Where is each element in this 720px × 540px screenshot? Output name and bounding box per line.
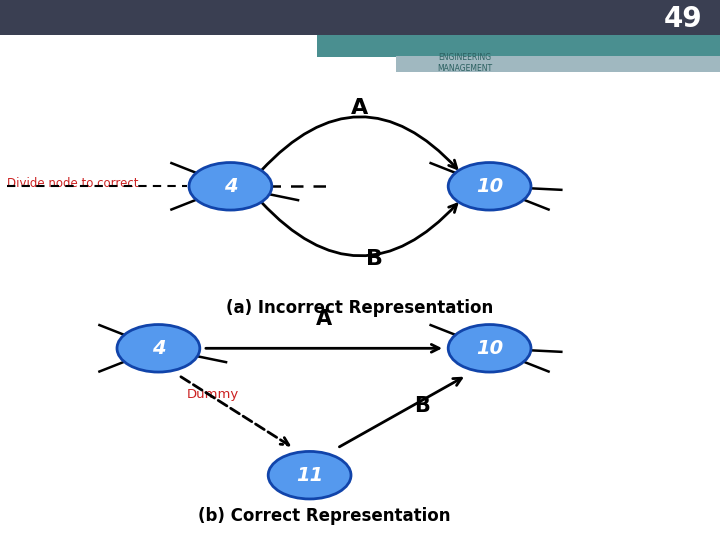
Ellipse shape — [448, 325, 531, 372]
Text: A: A — [316, 308, 332, 329]
Text: 4: 4 — [224, 177, 237, 196]
Text: (b) Correct Representation: (b) Correct Representation — [198, 507, 450, 525]
Bar — [0, 0, 720, 35]
Bar — [317, 72, 720, 75]
Text: (a) Incorrect Representation: (a) Incorrect Representation — [226, 299, 494, 317]
FancyArrowPatch shape — [181, 377, 289, 445]
Bar — [317, 35, 720, 57]
Text: 49: 49 — [663, 5, 702, 33]
Bar — [396, 56, 720, 73]
FancyArrowPatch shape — [339, 378, 462, 447]
Ellipse shape — [189, 163, 272, 210]
Text: 11: 11 — [296, 465, 323, 485]
Text: 10: 10 — [476, 177, 503, 196]
Text: Dummy: Dummy — [187, 388, 240, 401]
Text: A: A — [351, 98, 369, 118]
FancyArrowPatch shape — [261, 117, 456, 171]
Ellipse shape — [269, 451, 351, 499]
FancyArrowPatch shape — [206, 345, 439, 352]
Text: B: B — [414, 396, 430, 416]
Ellipse shape — [448, 163, 531, 210]
Text: Divide node to correct: Divide node to correct — [7, 177, 139, 190]
Text: 4: 4 — [152, 339, 165, 358]
Ellipse shape — [117, 325, 200, 372]
Text: 10: 10 — [476, 339, 503, 358]
Text: B: B — [366, 249, 383, 269]
FancyArrowPatch shape — [261, 202, 456, 256]
Text: ENGINEERING
MANAGEMENT: ENGINEERING MANAGEMENT — [437, 53, 492, 73]
